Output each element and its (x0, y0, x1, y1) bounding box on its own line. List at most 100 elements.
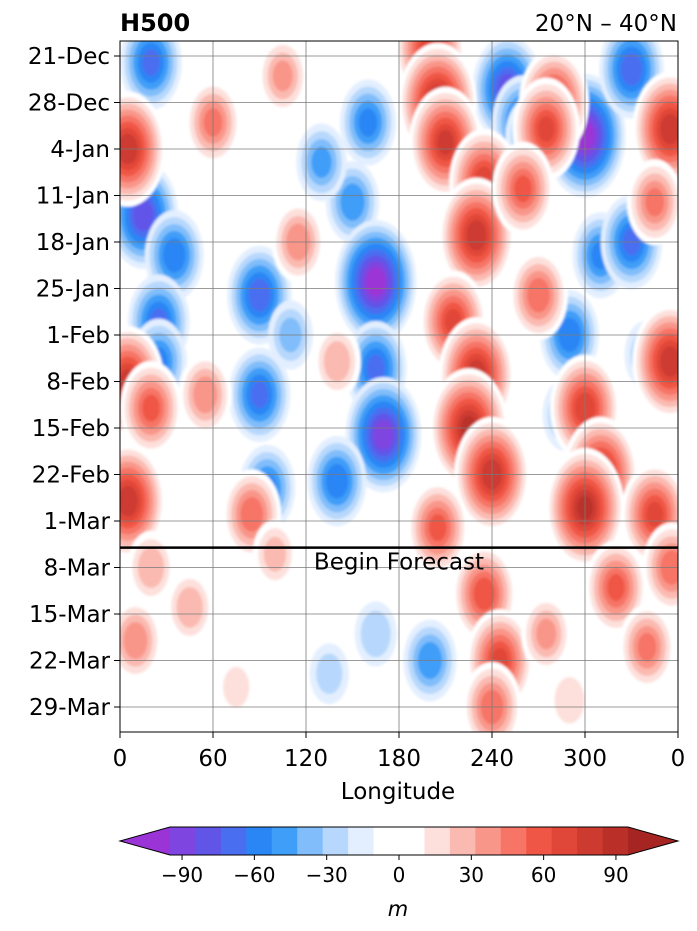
anomaly-blob (252, 519, 298, 589)
anomaly-blob (340, 79, 396, 166)
anomaly-blob (120, 599, 163, 682)
colorbar-segment (577, 827, 604, 855)
anomaly-contour (311, 146, 332, 178)
chart-title-right: 20°N – 40°N (535, 11, 677, 37)
colorbar-extend-low (120, 827, 170, 855)
x-tick-label: 0 (671, 746, 686, 772)
anomaly-blob (632, 303, 678, 420)
colorbar-segment (424, 827, 451, 855)
anomaly-contour (176, 586, 203, 628)
anomaly-contour (366, 354, 385, 382)
anomaly-blob (309, 643, 349, 705)
anomaly-contour (607, 573, 625, 601)
anomaly-blob (521, 595, 572, 673)
anomaly-contour (536, 618, 557, 650)
anomaly-contour (272, 60, 293, 92)
anomaly-blob (228, 347, 291, 442)
x-tick-label: 240 (470, 746, 514, 772)
anomaly-blob (632, 71, 678, 187)
x-axis-ticks: 0 60 120 180 240 300 0 (113, 732, 686, 772)
colorbar-tick-label: −60 (233, 863, 275, 887)
anomaly-contour (142, 394, 160, 422)
anomaly-contour (527, 277, 550, 313)
anomaly-contour (123, 621, 148, 660)
anomaly-contour (263, 536, 287, 572)
anomaly-contour (240, 497, 264, 532)
forecast-annotation: Begin Forecast (314, 550, 484, 576)
chart-title-left: H500 (120, 9, 190, 37)
anomaly-blob (144, 210, 204, 301)
anomaly-blob (548, 667, 591, 732)
colorbar-segment (551, 827, 578, 855)
anomaly-blob (257, 41, 308, 115)
colorbar-segment (526, 827, 553, 855)
colorbar-segment (170, 827, 196, 855)
anomaly-blob (178, 353, 232, 436)
colorbar-tick-label: −90 (161, 863, 203, 887)
anomaly-blob (438, 177, 515, 294)
colorbar-tick-label: 90 (603, 863, 628, 887)
colorbar-tick-label: −30 (306, 863, 348, 887)
anomaly-contour (248, 278, 271, 312)
colorbar-segment (373, 827, 400, 855)
y-tick-label: 25-Jan (36, 277, 110, 303)
anomaly-blob (335, 219, 417, 344)
anomaly-contour (637, 632, 657, 662)
x-tick-label: 180 (377, 746, 421, 772)
anomaly-contour (316, 653, 343, 695)
anomaly-contour (340, 183, 365, 221)
y-tick-label: 18-Jan (36, 230, 110, 256)
anomaly-blob (619, 604, 675, 691)
x-tick-label: 120 (284, 746, 328, 772)
y-tick-label: 11-Jan (36, 184, 110, 210)
colorbar-segment (220, 827, 247, 855)
colorbar-outline (118, 826, 680, 856)
colorbar-segment (449, 827, 476, 855)
anomaly-contour (325, 463, 349, 499)
anomaly-contour (646, 501, 664, 528)
colorbar-segment (475, 827, 502, 855)
y-tick-label: 29-Mar (29, 695, 111, 721)
anomaly-contour (437, 129, 454, 155)
anomaly-contour (428, 514, 447, 542)
anomaly-contour (537, 116, 555, 142)
y-tick-label: 22-Feb (32, 463, 110, 489)
anomaly-blob (307, 436, 367, 527)
anomaly-contour (250, 381, 269, 409)
y-tick-label: 4-Jan (50, 137, 110, 163)
y-tick-label: 15-Mar (29, 602, 111, 628)
y-tick-label: 21-Dec (28, 44, 110, 70)
y-tick-label: 15-Feb (32, 416, 110, 442)
anomaly-blob (165, 570, 214, 645)
anomaly-blob (429, 368, 508, 488)
y-tick-label: 1-Mar (44, 509, 111, 535)
anomaly-blob (120, 360, 182, 456)
anomaly-blob (313, 324, 361, 399)
colorbar-extend-high (628, 827, 678, 855)
y-tick-label: 8-Mar (44, 556, 111, 582)
colorbar: −90 −60 −30 0 30 60 90 (118, 826, 680, 887)
anomaly-blob (492, 141, 554, 237)
y-axis-ticks: 21-Dec 28-Dec 4-Jan 11-Jan 18-Jan 25-Jan 1-Feb… (28, 44, 120, 721)
anomaly-contour (162, 237, 186, 273)
anomaly-contour (554, 677, 585, 724)
colorbar-segment (348, 827, 375, 855)
colorbar-label: m (388, 897, 408, 921)
anomaly-contour (142, 49, 160, 77)
x-tick-label: 300 (563, 746, 607, 772)
anomaly-blob (120, 443, 166, 559)
colorbar-segment (195, 827, 222, 855)
anomaly-contour (366, 267, 386, 297)
y-tick-label: 28-Dec (28, 91, 110, 117)
anomaly-blob (296, 123, 347, 202)
x-tick-label: 60 (198, 746, 227, 772)
colorbar-tick-label: 30 (459, 863, 484, 887)
anomaly-contour (660, 113, 678, 145)
anomaly-contour (660, 346, 678, 377)
y-tick-label: 8-Feb (46, 370, 110, 396)
anomaly-contour (132, 199, 154, 232)
anomaly-contour (358, 108, 378, 137)
colorbar-segment (500, 827, 527, 855)
colorbar-segment (399, 827, 425, 855)
